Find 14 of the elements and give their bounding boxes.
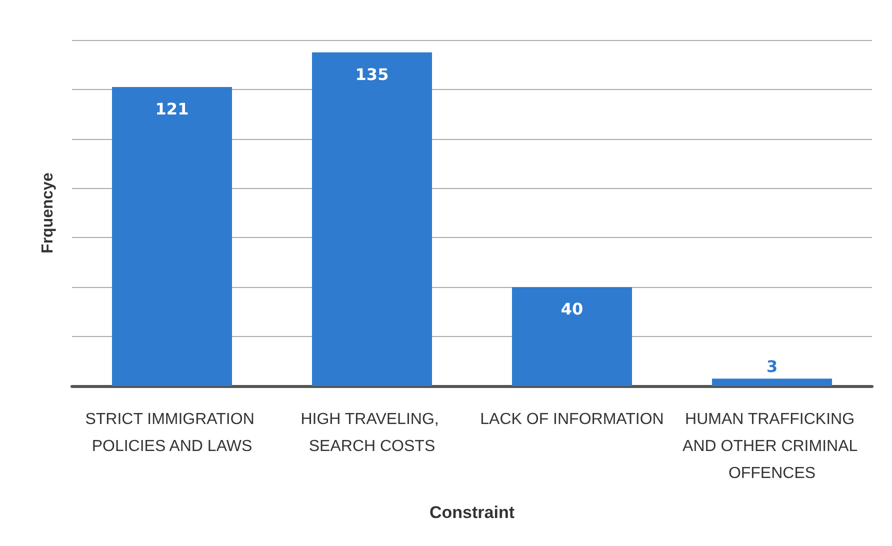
data-label: 3 — [766, 357, 778, 376]
bar — [712, 378, 832, 386]
bar — [112, 86, 232, 386]
bar — [312, 52, 432, 386]
x-tick-label: HUMAN TRAFFICKING AND OTHER CRIMINAL OFFENCES — [682, 411, 862, 482]
data-label: 135 — [355, 64, 389, 84]
x-tick-label: HIGH TRAVELING, SEARCH COSTS — [300, 411, 444, 455]
y-axis-title: Frquencye — [40, 172, 56, 254]
x-axis-title: Constraint — [430, 503, 515, 522]
x-tick-label: STRICT IMMIGRATION POLICIES AND LAWS — [85, 411, 259, 455]
data-label: 121 — [155, 99, 189, 118]
data-label: 40 — [560, 300, 584, 319]
x-tick-label: LACK OF INFORMATION — [480, 411, 664, 428]
bar — [512, 287, 632, 386]
